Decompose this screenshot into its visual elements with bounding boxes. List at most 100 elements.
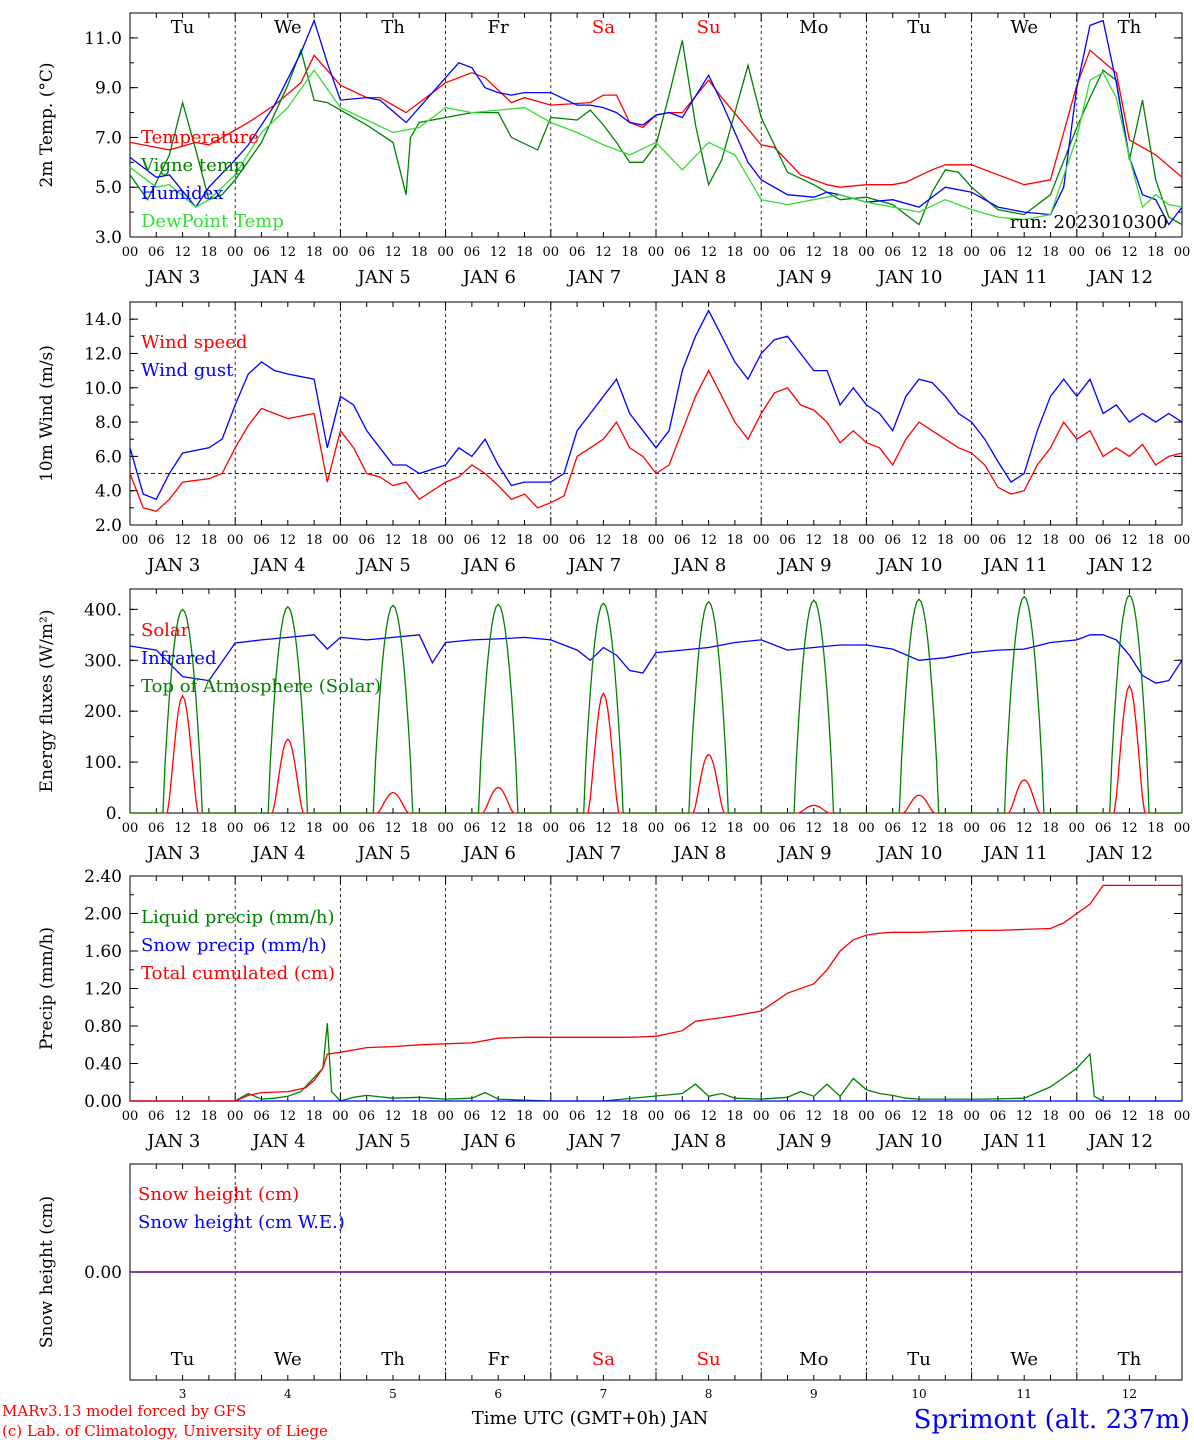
date-label: JAN 6 xyxy=(461,1131,516,1152)
hour-tick-label: 00 xyxy=(648,245,665,260)
date-label: JAN 9 xyxy=(776,555,831,576)
y-tick-label: 7.0 xyxy=(95,128,122,148)
date-label: JAN 6 xyxy=(461,843,516,864)
hour-tick-label: 12 xyxy=(806,1109,823,1124)
hour-tick-label: 06 xyxy=(990,245,1007,260)
hour-tick-label: 12 xyxy=(1121,821,1138,836)
hour-tick-label: 00 xyxy=(648,1109,665,1124)
hour-tick-label: 06 xyxy=(779,1109,796,1124)
y-axis-title: Precip (mm/h) xyxy=(37,927,57,1050)
hour-tick-label: 12 xyxy=(700,533,717,548)
y-tick-label: 0.40 xyxy=(84,1055,122,1075)
hour-tick-label: 06 xyxy=(148,245,165,260)
legend-entry: Vigne temp xyxy=(140,155,245,176)
y-tick-label: 10.0 xyxy=(84,379,122,399)
legend-entry: Top of Atmosphere (Solar) xyxy=(141,676,381,697)
panel-precip: 0.00 0.40 0.80 1.20 1.60 2.00 2.40 Precip (mm/h… xyxy=(37,867,1190,1152)
hour-tick-label: 06 xyxy=(358,533,375,548)
weekday-label: Th xyxy=(1118,17,1142,38)
hour-tick-label: 06 xyxy=(569,245,586,260)
hour-tick-label: 12 xyxy=(490,1109,507,1124)
hour-tick-label: 18 xyxy=(621,1109,638,1124)
date-label: JAN 11 xyxy=(981,555,1048,576)
date-label: JAN 7 xyxy=(566,1131,621,1152)
panel-temperature: 3.0 5.0 7.0 9.0 11.0 2m Temp. (°C) Tu We Th Fr Sa S… xyxy=(37,12,1190,288)
hour-tick-label: 00 xyxy=(858,821,875,836)
hour-tick-label: 00 xyxy=(332,821,349,836)
day-number-label: 6 xyxy=(494,1387,502,1401)
station-label: Sprimont (alt. 237m) xyxy=(914,1405,1190,1435)
hour-tick-label: 06 xyxy=(358,245,375,260)
legend-entry: Liquid precip (mm/h) xyxy=(141,907,335,928)
hour-tick-label: 18 xyxy=(201,245,218,260)
y-tick-label: 0.00 xyxy=(84,1263,122,1283)
hour-tick-label: 00 xyxy=(1069,1109,1086,1124)
hour-tick-label: 18 xyxy=(411,821,428,836)
date-label: JAN 10 xyxy=(876,267,943,288)
hour-tick-label: 18 xyxy=(516,1109,533,1124)
y-axis-title: 10m Wind (m/s) xyxy=(37,345,57,482)
date-label: JAN 3 xyxy=(145,1131,200,1152)
hour-tick-label: 00 xyxy=(963,821,980,836)
date-label: JAN 12 xyxy=(1086,843,1153,864)
hour-tick-label: 06 xyxy=(990,533,1007,548)
date-label: JAN 6 xyxy=(461,555,516,576)
hour-tick-label: 12 xyxy=(280,533,297,548)
hour-tick-label: 00 xyxy=(753,533,770,548)
hour-tick-label: 06 xyxy=(779,245,796,260)
y-tick-label: 200. xyxy=(84,702,122,722)
hour-tick-label: 12 xyxy=(911,533,928,548)
y-tick-label: 1.20 xyxy=(84,980,122,1000)
y-tick-label: 400. xyxy=(84,600,122,620)
hour-tick-label: 06 xyxy=(253,245,270,260)
hour-tick-label: 06 xyxy=(464,245,481,260)
hour-tick-label: 18 xyxy=(1042,821,1059,836)
date-label: JAN 12 xyxy=(1086,267,1153,288)
hour-tick-label: 18 xyxy=(727,1109,744,1124)
series-line-liquid-precip-mm-h- xyxy=(130,1023,1182,1102)
hour-tick-label: 12 xyxy=(1016,245,1033,260)
weekday-label: We xyxy=(1010,17,1038,38)
hour-tick-label: 00 xyxy=(543,245,560,260)
legend-entry: Snow height (cm W.E.) xyxy=(138,1212,345,1233)
hour-tick-label: 12 xyxy=(174,533,191,548)
hour-tick-label: 06 xyxy=(464,1109,481,1124)
hour-tick-label: 06 xyxy=(884,245,901,260)
y-tick-label: 11.0 xyxy=(84,29,122,49)
hour-tick-label: 06 xyxy=(674,533,691,548)
hour-tick-label: 06 xyxy=(569,533,586,548)
weekday-label: Sa xyxy=(592,1349,615,1370)
y-tick-label: 6.0 xyxy=(95,447,122,467)
hour-tick-label: 18 xyxy=(937,821,954,836)
hour-tick-label: 00 xyxy=(858,1109,875,1124)
hour-tick-label: 06 xyxy=(253,1109,270,1124)
panel-wind: 2.0 4.0 6.0 8.0 10.0 12.0 14.0 10m Wind (m/s) Wi… xyxy=(37,301,1191,576)
hour-tick-label: 00 xyxy=(963,245,980,260)
hour-tick-label: 12 xyxy=(806,533,823,548)
date-label: JAN 8 xyxy=(671,1131,726,1152)
hour-tick-label: 00 xyxy=(332,245,349,260)
hour-tick-label: 18 xyxy=(411,533,428,548)
y-tick-label: 2.40 xyxy=(84,867,122,887)
hour-tick-label: 00 xyxy=(227,821,244,836)
hour-tick-label: 12 xyxy=(806,245,823,260)
hour-tick-label: 06 xyxy=(569,821,586,836)
hour-tick-label: 00 xyxy=(1174,533,1191,548)
date-label: JAN 11 xyxy=(981,843,1048,864)
hour-tick-label: 12 xyxy=(174,245,191,260)
hour-tick-label: 06 xyxy=(148,533,165,548)
day-number-label: 4 xyxy=(284,1387,292,1401)
hour-tick-label: 12 xyxy=(911,245,928,260)
hour-tick-label: 18 xyxy=(727,245,744,260)
hour-tick-label: 18 xyxy=(516,245,533,260)
legend-entry: Snow height (cm) xyxy=(138,1184,299,1205)
date-label: JAN 4 xyxy=(250,267,305,288)
hour-tick-label: 12 xyxy=(595,821,612,836)
date-label: JAN 11 xyxy=(981,267,1048,288)
day-number-label: 7 xyxy=(600,1387,608,1401)
hour-tick-label: 18 xyxy=(621,821,638,836)
legend-entry: DewPoint Temp xyxy=(141,211,284,232)
hour-tick-label: 00 xyxy=(1174,1109,1191,1124)
hour-tick-label: 18 xyxy=(621,533,638,548)
weekday-label: Mo xyxy=(799,17,828,38)
